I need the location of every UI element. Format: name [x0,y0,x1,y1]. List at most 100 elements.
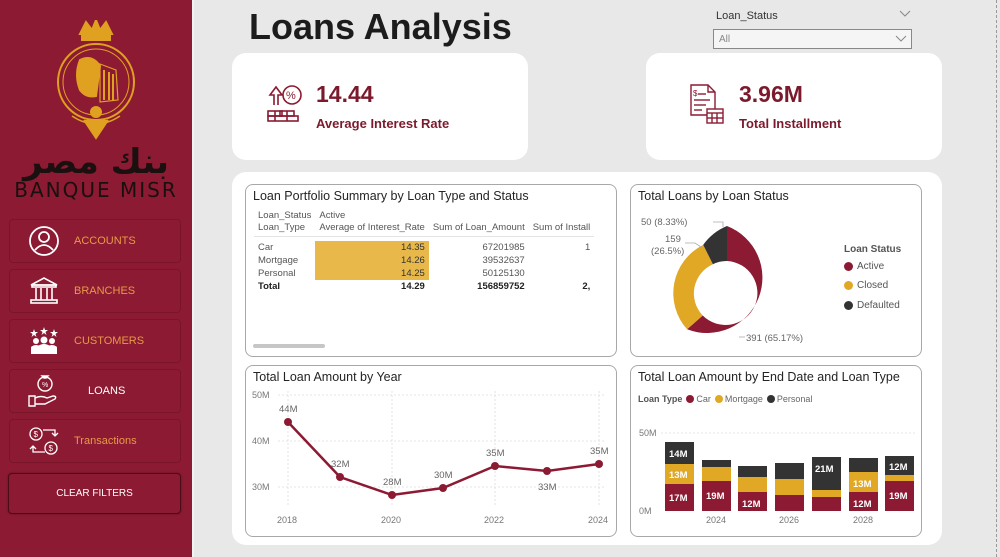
row-label: Total [258,280,280,292]
row-header-status: Loan_Status [258,210,312,221]
column-header[interactable]: Sum of Loan_Amount [428,222,529,237]
legend-item-defaulted[interactable]: Defaulted [844,300,900,311]
cell-install: 1 [584,241,591,253]
bar-2029: 19M 12M [885,456,914,511]
svg-text:2024: 2024 [588,515,608,525]
stacked-bar-chart: 50M 0M 2024 2026 2028 17M 13M 14M 19M 12… [639,428,916,525]
legend-car[interactable]: Car [696,394,711,404]
column-status-value: Active [319,210,346,221]
loans-by-status-donut[interactable]: Total Loans by Loan Status 50 (8.33%) 15… [630,184,922,357]
slice-defaulted [703,226,727,265]
sidebar: بنك مصر BANQUE MISR ACCOUNTS BRANCHES CU… [0,0,192,557]
legend-mortgage[interactable]: Mortgage [724,394,763,404]
svg-text:50M: 50M [252,390,270,400]
cell-install [529,254,595,267]
svg-text:2022: 2022 [484,515,504,525]
nav-accounts[interactable]: ACCOUNTS [9,219,181,263]
cell-rate: 14.26 [315,253,429,267]
svg-text:40M: 40M [252,436,270,446]
column-header[interactable]: Sum of Install [528,222,595,237]
legend-title: Loan Status [844,244,902,255]
svg-text:28M: 28M [383,477,402,488]
nav-loans-label: LOANS [88,385,126,397]
loan-portfolio-matrix[interactable]: Loan Portfolio Summary by Loan Type and … [245,184,617,357]
cell-amount: 67201985 [482,241,525,253]
nav-loans[interactable]: % LOANS [9,369,181,413]
page-title: Loans Analysis [249,6,512,47]
donut-chart: 50 (8.33%) 159 (26.5%) 391 (65.17%) [641,217,803,344]
visual-title: Total Loan Amount by End Date and Loan T… [638,370,900,384]
row-label: Personal [258,267,296,279]
svg-text:19M: 19M [889,491,908,502]
interest-rate-icon: % [267,85,302,122]
visual-title: Loan Portfolio Summary by Loan Type and … [253,189,529,203]
bank-building-icon [24,273,64,309]
kpi-card-total-installment: $ 3.96M Total Installment [646,53,942,160]
table-row: Personal 14.25 50125130 [254,266,594,280]
svg-text:44M: 44M [279,404,298,415]
svg-text:13M: 13M [853,479,872,490]
column-header[interactable]: Average of Interest_Rate [315,222,429,237]
user-circle-icon [24,223,64,259]
svg-text:%: % [42,382,48,389]
svg-text:$: $ [49,444,54,453]
page-scroll-edge [996,0,1000,557]
nav-transactions[interactable]: $ $ Transactions [9,419,181,463]
svg-text:0M: 0M [639,506,652,516]
svg-text:$: $ [34,430,39,439]
kpi-value: 3.96M [739,81,803,107]
svg-text:12M: 12M [853,499,872,510]
cell-install: 2, [582,280,591,292]
svg-text:(26.5%): (26.5%) [651,246,684,257]
svg-text:2026: 2026 [779,515,799,525]
nav-customers[interactable]: CUSTOMERS [9,319,181,363]
line-chart: 50M 40M 30M 2018 2020 2022 2024 44M 32M … [252,390,609,525]
svg-text:14M: 14M [669,449,688,460]
legend-item-active[interactable]: Active [844,261,884,272]
svg-text:2028: 2028 [853,515,873,525]
svg-text:32M: 32M [331,459,350,470]
svg-text:159: 159 [665,234,681,245]
chevron-down-icon [895,35,907,42]
kpi-card-interest-rate: % 14.44 Average Interest Rate [232,53,528,160]
svg-text:30M: 30M [434,470,453,481]
legend-item-closed[interactable]: Closed [844,280,888,291]
svg-text:33M: 33M [538,482,557,493]
legend-personal[interactable]: Personal [776,394,813,404]
loan-status-dropdown[interactable]: All [713,29,912,49]
visual-title: Total Loans by Loan Status [638,189,789,203]
bar-2024: 19M [702,460,731,511]
nav-branches-label: BRANCHES [74,285,136,297]
loan-amount-by-year-line[interactable]: Total Loan Amount by Year 50M 40M 30M 20… [245,365,617,537]
invoice-calendar-icon: $ [690,84,724,124]
bar-2023: 17M 13M 14M [665,442,694,511]
customers-stars-icon [24,323,64,359]
row-label: Mortgage [258,254,299,266]
svg-text:2020: 2020 [381,515,401,525]
row-header-type: Loan_Type [254,222,316,237]
loan-amount-by-end-date-bar[interactable]: Total Loan Amount by End Date and Loan T… [630,365,922,537]
svg-text:391 (65.17%): 391 (65.17%) [746,333,803,344]
bar-2027: 21M [812,457,841,511]
matrix-table: Loan_Status Active Loan_Type Average of … [254,209,595,293]
nav-branches[interactable]: BRANCHES [9,269,181,313]
cell-rate: 14.35 [315,240,429,254]
banque-misr-logo: بنك مصر BANQUE MISR [0,20,192,205]
bar-2026 [775,463,804,511]
cell-amount: 39532637 [482,254,525,266]
bar-legend: Loan Type Car Mortgage Personal [638,394,813,404]
clear-filters-button[interactable]: CLEAR FILTERS [8,473,181,514]
slice-active [687,226,763,334]
slicer-label: Loan_Status [716,10,778,22]
cell-rate: 14.29 [401,280,425,292]
horizontal-scrollbar[interactable] [253,344,325,348]
slicer-collapse-icon[interactable] [898,8,912,20]
svg-text:19M: 19M [706,491,725,502]
nav-accounts-label: ACCOUNTS [74,235,136,247]
svg-text:35M: 35M [486,448,505,459]
svg-text:21M: 21M [815,464,834,475]
sidebar-divider [192,0,194,557]
bar-2028: 12M 13M [849,458,878,511]
row-label: Car [258,241,274,253]
nav-transactions-label: Transactions [74,435,137,447]
